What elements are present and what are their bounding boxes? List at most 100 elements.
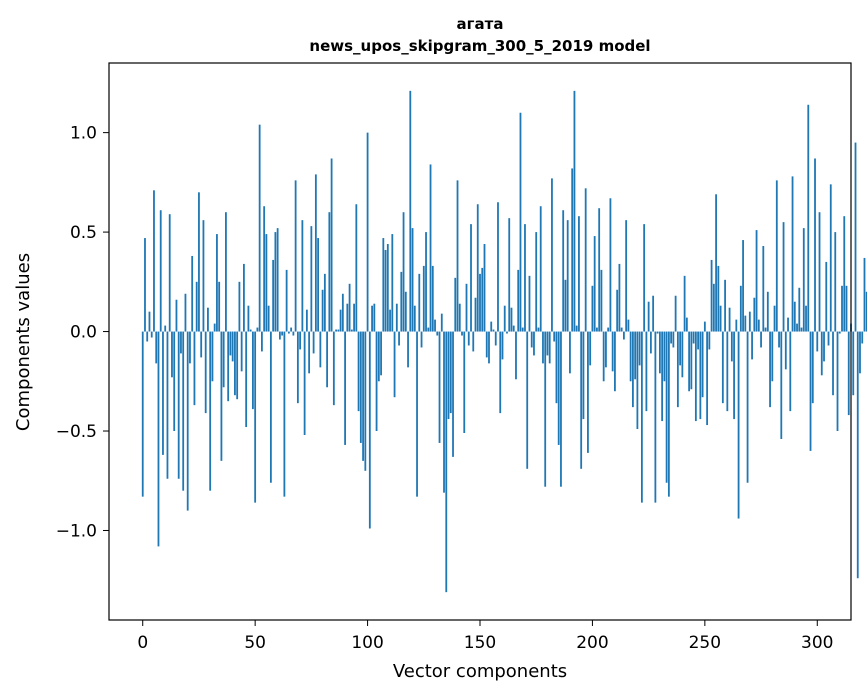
- bar-277: [764, 327, 767, 332]
- bar-270: [748, 311, 751, 332]
- bar-90: [344, 331, 346, 445]
- bar-258: [721, 331, 724, 404]
- bar-113: [395, 303, 398, 332]
- bar-53: [261, 331, 263, 352]
- bar-77: [314, 174, 317, 332]
- bar-257: [719, 305, 722, 332]
- bar-183: [553, 331, 556, 342]
- bar-245: [692, 331, 695, 344]
- y-tick-label: −1.0: [56, 521, 97, 541]
- bar-10: [164, 325, 167, 332]
- bar-146: [470, 224, 472, 332]
- bar-263: [733, 331, 735, 420]
- bar-259: [724, 279, 726, 332]
- bar-287: [787, 317, 789, 332]
- bar-64: [285, 269, 288, 332]
- bar-79: [319, 331, 322, 368]
- bar-0: [141, 331, 144, 497]
- bar-81: [323, 273, 326, 332]
- bar-74: [308, 331, 311, 374]
- bar-266: [739, 285, 742, 332]
- bar-217: [629, 331, 632, 382]
- bar-227: [652, 295, 655, 332]
- bar-273: [755, 230, 758, 332]
- bar-223: [643, 224, 646, 332]
- bar-44: [240, 331, 243, 372]
- bar-255: [715, 194, 717, 332]
- bar-70: [299, 331, 302, 350]
- bar-291: [796, 323, 798, 332]
- bar-33: [216, 234, 218, 332]
- bar-43: [238, 281, 241, 332]
- bar-314: [847, 331, 850, 416]
- bar-4: [150, 331, 153, 338]
- bar-281: [773, 305, 776, 332]
- bar-288: [789, 331, 792, 412]
- bar-91: [346, 303, 349, 332]
- bar-11: [166, 331, 169, 479]
- bar-27: [202, 220, 205, 332]
- bar-283: [778, 331, 780, 348]
- y-tick-label: 1.0: [70, 124, 97, 144]
- bar-89: [341, 293, 344, 332]
- bar-116: [402, 212, 405, 332]
- bar-41: [234, 331, 236, 396]
- bar-115: [400, 271, 403, 332]
- bar-92: [348, 283, 351, 332]
- bar-82: [326, 331, 328, 388]
- bar-215: [625, 220, 628, 332]
- chart-subtitle: news_upos_skipgram_300_5_2019 model: [309, 37, 650, 55]
- bar-276: [762, 246, 765, 332]
- bar-12: [168, 214, 171, 332]
- bar-36: [222, 331, 225, 388]
- bar-198: [587, 331, 589, 453]
- bar-152: [483, 244, 486, 332]
- bar-7: [157, 331, 160, 547]
- bar-142: [461, 331, 463, 336]
- bar-28: [204, 331, 207, 414]
- bar-95: [355, 204, 358, 332]
- bar-24: [195, 281, 198, 332]
- bar-147: [472, 331, 475, 352]
- bar-132: [438, 331, 441, 443]
- bar-99: [364, 331, 367, 471]
- bar-57: [269, 331, 272, 483]
- bar-59: [274, 232, 277, 332]
- bar-138: [452, 331, 454, 457]
- bar-104: [375, 331, 378, 432]
- bar-220: [636, 331, 639, 430]
- bar-228: [654, 331, 657, 503]
- bar-155: [490, 321, 493, 332]
- bar-48: [249, 329, 252, 332]
- bar-313: [845, 285, 848, 332]
- bar-250: [703, 321, 706, 332]
- bar-130: [434, 319, 436, 332]
- bar-292: [798, 287, 801, 332]
- bar-322: [865, 291, 867, 332]
- bar-166: [515, 331, 517, 380]
- bar-67: [292, 331, 295, 336]
- bar-316: [852, 331, 855, 396]
- bar-93: [350, 329, 353, 332]
- bar-269: [746, 331, 749, 483]
- bar-68: [294, 180, 297, 332]
- bar-201: [593, 236, 596, 332]
- x-tick-label: 100: [351, 633, 383, 653]
- bar-9: [162, 331, 164, 455]
- bar-32: [213, 323, 216, 332]
- bar-251: [706, 331, 708, 426]
- bar-156: [492, 329, 495, 332]
- bar-213: [620, 327, 623, 332]
- bar-19: [184, 293, 187, 332]
- bar-131: [436, 331, 439, 336]
- bar-202: [596, 327, 598, 332]
- bar-112: [393, 331, 396, 398]
- bar-165: [512, 325, 515, 332]
- bar-49: [252, 331, 254, 410]
- bar-209: [611, 331, 614, 372]
- bar-148: [474, 297, 477, 332]
- bar-321: [863, 257, 866, 332]
- bar-39: [229, 331, 232, 356]
- bar-170: [524, 224, 526, 332]
- bar-260: [726, 331, 729, 412]
